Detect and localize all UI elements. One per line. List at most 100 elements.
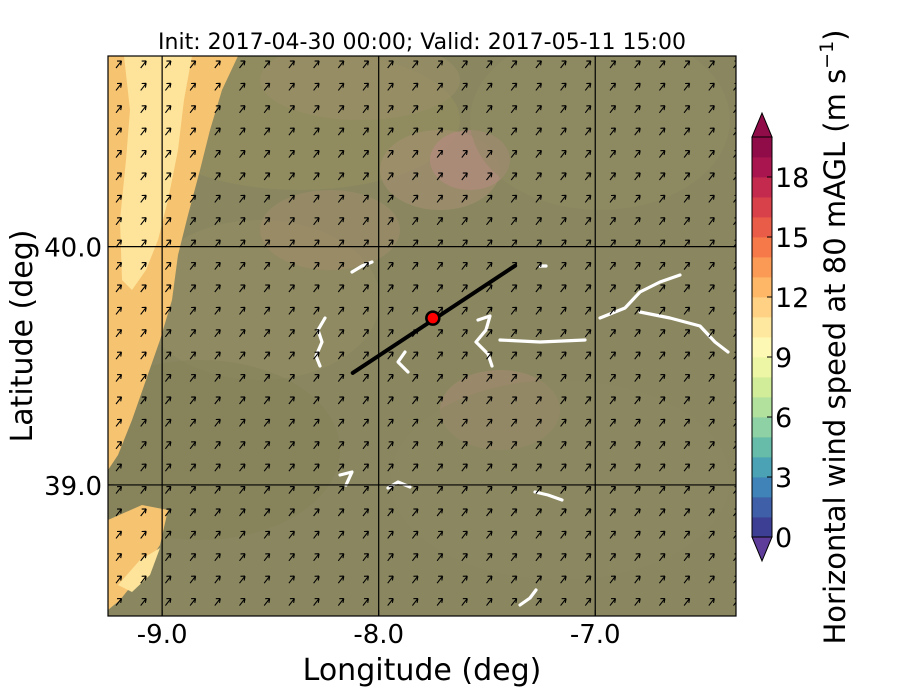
wind-vector-arrow — [313, 60, 320, 69]
wind-vector-arrow — [461, 261, 468, 270]
wind-vector-arrow — [164, 60, 172, 69]
wind-vector-arrow — [164, 105, 172, 114]
wind-vector-arrow — [337, 149, 345, 158]
wind-vector-arrow — [387, 105, 394, 114]
wind-vector-arrow — [411, 60, 419, 69]
wind-vector-arrow — [189, 172, 197, 181]
wind-vector-arrow — [609, 553, 617, 562]
wind-vector-arrow — [115, 261, 123, 270]
wind-vector-arrow — [115, 597, 123, 606]
wind-vector-arrow — [313, 261, 320, 270]
wind-vector-arrow — [436, 441, 444, 450]
wind-vector-arrow — [288, 351, 295, 360]
wind-vector-arrow — [115, 396, 123, 405]
wind-vector-arrow — [510, 149, 518, 158]
wind-vector-arrow — [510, 127, 518, 136]
wind-vector-arrow — [535, 82, 542, 91]
wind-vector-arrow — [214, 284, 221, 293]
wind-vector-arrow — [733, 553, 736, 562]
wind-vector-arrow — [337, 418, 345, 427]
wind-vector-arrow — [387, 485, 394, 494]
wind-vector-arrow — [288, 105, 295, 114]
wind-vector-arrow — [510, 82, 518, 91]
wind-vector-arrow — [461, 373, 468, 382]
wind-vector-arrow — [239, 284, 246, 293]
wind-vector-arrow — [337, 396, 345, 405]
wind-vector-arrow — [189, 306, 197, 315]
wind-vector-arrow — [337, 508, 345, 517]
wind-vector-arrow — [263, 127, 271, 136]
wind-vector-arrow — [535, 418, 542, 427]
wind-vector-arrow — [362, 373, 370, 382]
wind-vector-arrow — [733, 418, 736, 427]
wind-vector-arrow — [313, 418, 320, 427]
wind-vector-arrow — [683, 127, 691, 136]
wind-vector-arrow — [214, 82, 221, 91]
wind-vector-arrow — [288, 575, 295, 584]
wind-vector-arrow — [164, 284, 172, 293]
wind-vector-arrow — [733, 82, 736, 91]
wind-vector-arrow — [683, 597, 691, 606]
wind-vector-arrow — [609, 396, 617, 405]
wind-vector-arrow — [634, 553, 641, 562]
wind-vector-arrow — [288, 239, 295, 248]
wind-vector-arrow — [214, 329, 221, 338]
wind-vector-arrow — [436, 149, 444, 158]
wind-vector-arrow — [486, 82, 493, 91]
wind-vector-arrow — [658, 105, 666, 114]
wind-vector-arrow — [313, 575, 320, 584]
wind-vector-arrow — [461, 172, 468, 181]
wind-vector-arrow — [708, 105, 715, 114]
wind-vector-arrow — [263, 105, 271, 114]
wind-vector-arrow — [634, 351, 641, 360]
wind-vector-arrow — [733, 463, 736, 472]
colorbar-tick-label: 15 — [775, 223, 809, 254]
wind-vector-arrow — [288, 306, 295, 315]
wind-vector-arrow — [263, 284, 271, 293]
wind-vector-arrow — [733, 441, 736, 450]
wind-vector-arrow — [486, 508, 493, 517]
wind-vector-arrow — [214, 105, 221, 114]
wind-vector-arrow — [733, 217, 736, 226]
colorbar-label-end: ) — [818, 29, 852, 40]
wind-vector-arrow — [683, 194, 691, 203]
wind-vector-arrow — [584, 575, 592, 584]
wind-vector-arrow — [362, 149, 370, 158]
wind-vector-arrow — [609, 373, 617, 382]
wind-vector-arrow — [189, 261, 197, 270]
wind-vector-arrow — [337, 217, 345, 226]
wind-vector-arrow — [288, 553, 295, 562]
wind-vector-arrow — [140, 127, 147, 136]
wind-vector-arrow — [436, 127, 444, 136]
wind-vector-arrow — [411, 396, 419, 405]
wind-vector-arrow — [436, 261, 444, 270]
wind-vector-arrow — [510, 172, 518, 181]
wind-vector-arrow — [313, 329, 320, 338]
wind-vector-arrow — [140, 82, 147, 91]
wind-vector-arrow — [510, 418, 518, 427]
wind-vector-arrow — [535, 485, 542, 494]
water-body — [396, 350, 410, 374]
wind-vector-arrow — [189, 463, 197, 472]
wind-vector-arrow — [733, 284, 736, 293]
y-axis-label: Latitude (deg) — [5, 230, 40, 443]
wind-vector-arrow — [189, 553, 197, 562]
wind-vector-arrow — [387, 172, 394, 181]
wind-vector-arrow — [609, 329, 617, 338]
colorbar-tick-label: 6 — [775, 403, 792, 434]
wind-vector-arrow — [733, 396, 736, 405]
wind-vector-arrow — [634, 194, 641, 203]
wind-vector-arrow — [214, 463, 221, 472]
wind-vector-arrow — [140, 194, 147, 203]
wind-vector-arrow — [189, 82, 197, 91]
colorbar-segment — [752, 437, 772, 458]
wind-vector-arrow — [733, 306, 736, 315]
wind-vector-arrow — [510, 239, 518, 248]
x-tick-label: -8.0 — [353, 620, 404, 650]
wind-vector-arrow — [733, 575, 736, 584]
wind-vector-arrow — [239, 261, 246, 270]
wind-vector-arrow — [683, 418, 691, 427]
wind-vector-arrow — [658, 261, 666, 270]
wind-vector-arrow — [263, 373, 271, 382]
wind-vector-arrow — [313, 396, 320, 405]
